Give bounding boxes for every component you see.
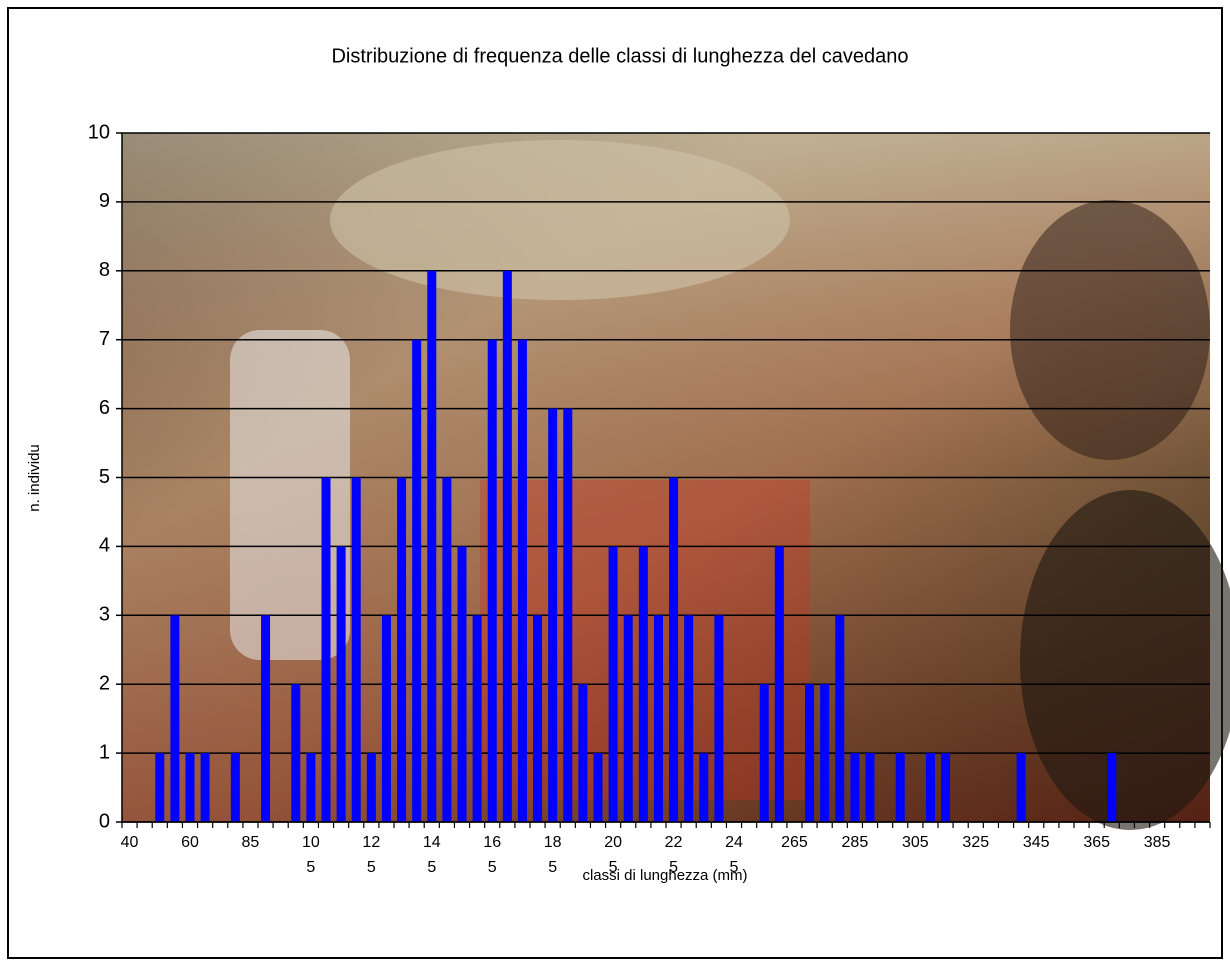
bar (412, 339, 422, 822)
bar (366, 753, 376, 822)
bar (517, 339, 527, 822)
y-axis-title: n. individu (26, 444, 43, 512)
bar (684, 615, 694, 822)
x-tick-label: 20 5 (604, 834, 622, 876)
x-tick-label: 10 5 (302, 834, 320, 876)
y-tick-label: 9 (99, 190, 110, 212)
x-tick-label: 85 (242, 834, 260, 851)
bar (381, 615, 391, 822)
bar (321, 477, 331, 822)
bar (835, 615, 845, 822)
y-tick-label: 10 (88, 121, 110, 143)
bar (306, 753, 316, 822)
bar (820, 684, 830, 822)
x-tick-label: 365 (1083, 834, 1110, 851)
bar (865, 753, 875, 822)
bar (1016, 753, 1026, 822)
bar (714, 615, 724, 822)
bar (774, 546, 784, 822)
x-tick-label: 24 5 (725, 834, 743, 876)
bar (170, 615, 180, 822)
bar (155, 753, 165, 822)
bar (200, 753, 210, 822)
bar (457, 546, 467, 822)
bar (487, 339, 497, 822)
bar (472, 615, 482, 822)
bar (941, 753, 951, 822)
bar (805, 684, 815, 822)
x-tick-label: 14 5 (423, 834, 441, 876)
x-tick-label: 60 (181, 834, 199, 851)
bar (850, 753, 860, 822)
bar (759, 684, 769, 822)
y-tick-label: 2 (99, 672, 110, 694)
chart-title: Distribuzione di frequenza delle classi … (331, 45, 908, 67)
y-tick-label: 7 (99, 328, 110, 350)
x-tick-label: 285 (842, 834, 869, 851)
bar (653, 615, 663, 822)
x-tick-label: 325 (962, 834, 989, 851)
y-tick-label: 0 (99, 810, 110, 832)
x-tick-label: 305 (902, 834, 929, 851)
bar (261, 615, 271, 822)
x-tick-label: 16 5 (483, 834, 501, 876)
bar (623, 615, 633, 822)
y-tick-label: 6 (99, 397, 110, 419)
bar (925, 753, 935, 822)
bar (669, 477, 679, 822)
x-tick-label: 18 5 (544, 834, 562, 876)
bar (351, 477, 361, 822)
x-tick-label: 385 (1144, 834, 1171, 851)
bar (1107, 753, 1117, 822)
bar (593, 753, 603, 822)
x-axis-title: classi di lunghezza (mm) (582, 867, 747, 884)
bar (427, 270, 437, 822)
bar (578, 684, 588, 822)
y-tick-label: 3 (99, 604, 110, 626)
bar (185, 753, 195, 822)
bar (638, 546, 648, 822)
bar (397, 477, 407, 822)
bar (291, 684, 301, 822)
bar (230, 753, 240, 822)
bar (548, 408, 558, 822)
bar (563, 408, 573, 822)
bar (533, 615, 543, 822)
y-tick-label: 5 (99, 466, 110, 488)
bar (699, 753, 709, 822)
y-tick-label: 4 (99, 535, 110, 557)
bar (895, 753, 905, 822)
bar (336, 546, 346, 822)
bar (608, 546, 618, 822)
x-tick-label: 12 5 (362, 834, 380, 876)
y-tick-label: 1 (99, 741, 110, 763)
bar (442, 477, 452, 822)
bar (502, 270, 512, 822)
y-tick-label: 8 (99, 259, 110, 281)
x-tick-label: 265 (781, 834, 808, 851)
x-tick-label: 40 (121, 834, 139, 851)
x-tick-label: 345 (1023, 834, 1050, 851)
x-tick-label: 22 5 (665, 834, 683, 876)
